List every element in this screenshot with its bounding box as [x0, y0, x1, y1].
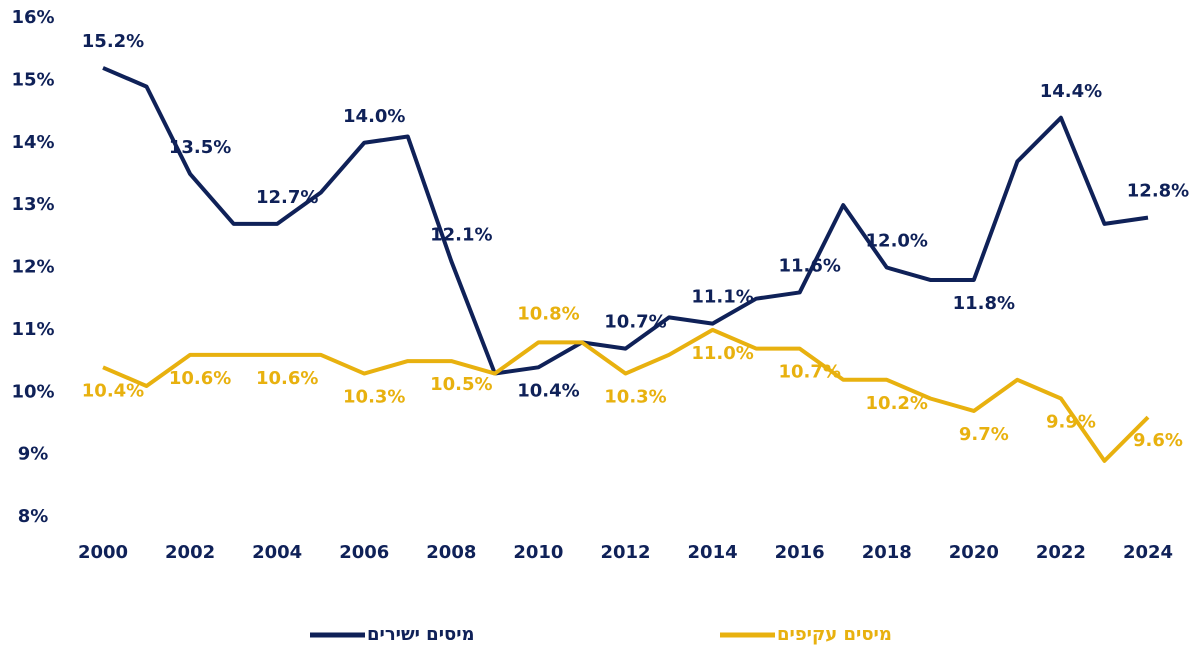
x-tick-label: 2016 — [775, 542, 825, 563]
x-tick-label: 2000 — [78, 542, 128, 563]
x-tick-label: 2012 — [600, 542, 650, 563]
data-label: 9.7% — [959, 424, 1009, 445]
x-tick-label: 2002 — [165, 542, 215, 563]
data-label: 10.6% — [169, 368, 231, 389]
x-tick-label: 2022 — [1036, 542, 1086, 563]
data-label: 10.3% — [604, 387, 666, 408]
data-label: 14.0% — [343, 106, 405, 127]
data-label: 13.5% — [169, 137, 231, 158]
data-label: 11.8% — [953, 293, 1015, 314]
data-label: 11.6% — [778, 255, 840, 276]
data-label: 10.6% — [256, 368, 318, 389]
y-tick-label: 16% — [11, 7, 54, 28]
data-label: 10.2% — [866, 393, 928, 414]
x-tick-label: 2006 — [339, 542, 389, 563]
data-label: 11.0% — [691, 343, 753, 364]
legend-label: מיסים ישירים — [367, 624, 475, 645]
data-label: 9.9% — [1046, 411, 1096, 432]
data-label: 12.8% — [1127, 181, 1189, 202]
y-tick-label: 12% — [11, 257, 54, 278]
x-tick-label: 2018 — [862, 542, 912, 563]
data-label: 12.7% — [256, 187, 318, 208]
data-label: 11.1% — [691, 287, 753, 308]
data-label: 14.4% — [1040, 81, 1102, 102]
data-label: 12.1% — [430, 224, 492, 245]
x-tick-label: 2004 — [252, 542, 302, 563]
series-line — [102, 327, 1150, 463]
data-label: 10.7% — [604, 312, 666, 333]
x-tick-label: 2008 — [426, 542, 476, 563]
data-label: 10.4% — [517, 380, 579, 401]
data-label: 9.6% — [1133, 430, 1183, 451]
data-label: 10.5% — [430, 374, 492, 395]
y-tick-label: 9% — [18, 444, 49, 465]
data-label: 10.3% — [343, 387, 405, 408]
series-line — [102, 66, 1149, 376]
legend-label: מיסים עקיפים — [777, 624, 892, 645]
data-label: 12.0% — [866, 231, 928, 252]
x-tick-label: 2024 — [1123, 542, 1173, 563]
y-tick-label: 8% — [18, 506, 49, 527]
y-tick-label: 13% — [11, 194, 54, 215]
y-tick-label: 15% — [11, 69, 54, 90]
x-tick-label: 2010 — [513, 542, 563, 563]
y-tick-label: 10% — [11, 381, 54, 402]
data-label: 10.8% — [517, 303, 579, 324]
y-tick-label: 11% — [11, 319, 54, 340]
data-label: 10.4% — [82, 380, 144, 401]
x-tick-label: 2014 — [688, 542, 738, 563]
x-tick-label: 2020 — [949, 542, 999, 563]
y-tick-label: 14% — [11, 132, 54, 153]
data-label: 15.2% — [82, 31, 144, 52]
data-label: 10.7% — [778, 362, 840, 383]
